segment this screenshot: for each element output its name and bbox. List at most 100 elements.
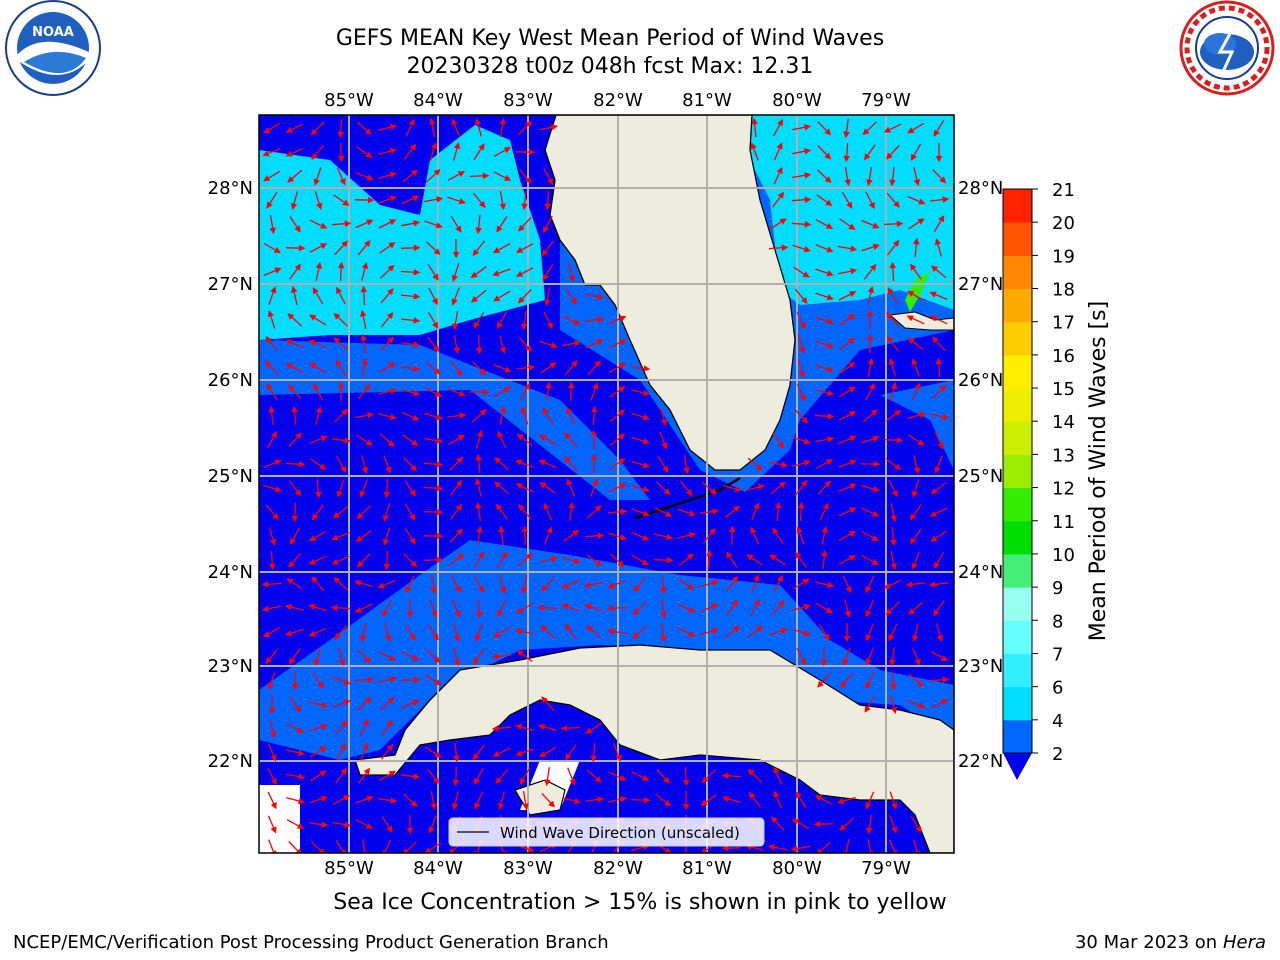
colorbar-tick-label: 20 [1052,213,1075,234]
lat-labels-left: 28°N 27°N 26°N 25°N 24°N 23°N 22°N [208,178,253,772]
wind-wave-arrow [423,437,444,444]
wind-wave-arrow [268,527,277,546]
wind-wave-arrow [290,191,298,210]
lon-label: 81°W [682,90,732,111]
noaa-logo-text: NOAA [32,25,74,40]
wind-wave-arrow [861,507,880,517]
noaa-logo-icon: NOAA [5,0,101,96]
wind-wave-arrow [607,508,628,515]
wind-wave-arrow [816,841,832,853]
wind-wave-arrow [839,386,856,398]
wind-wave-arrow [866,814,873,835]
wind-wave-arrow [839,314,856,326]
wind-wave-arrow [336,742,346,761]
wind-wave-arrow [910,143,922,161]
wind-wave-arrow [541,576,555,592]
wind-wave-arrow [311,504,324,521]
wind-wave-arrow [865,191,875,210]
wind-wave-arrow [907,337,924,351]
wind-wave-arrow [423,484,444,492]
wind-wave-arrow [334,408,349,423]
wind-wave-arrow [795,551,807,568]
lon-label: 85°W [324,858,374,879]
wind-wave-arrow [355,795,374,804]
wind-wave-arrow [932,169,947,184]
wind-wave-arrow [494,481,510,495]
wind-wave-arrow [724,505,741,519]
wind-wave-arrow [564,456,578,472]
colorbar-frame [1002,188,1033,754]
wind-wave-arrow [309,243,328,253]
wind-wave-arrow [309,723,328,732]
wind-wave-arrow [609,409,626,423]
wind-wave-arrow [930,413,950,421]
wind-wave-arrow [797,359,806,378]
wind-wave-arrow [312,672,324,689]
wind-wave-arrow [308,627,327,637]
wind-wave-arrow [792,124,812,131]
lat-label: 22°N [208,751,253,772]
colorbar-segment [1003,288,1032,323]
lon-label: 83°W [503,858,553,879]
wind-wave-arrow [844,166,851,187]
lat-label: 23°N [208,656,253,677]
wind-wave-arrow [518,336,532,352]
wind-wave-arrow [790,845,811,852]
wind-wave-arrow [354,676,375,684]
map-gridlines [259,115,954,853]
wind-wave-arrow [751,502,760,521]
wind-wave-arrow [424,674,442,686]
lon-label: 79°W [861,90,911,111]
wind-wave-arrow [336,167,346,186]
wind-wave-arrow [263,122,280,134]
wind-wave-arrow [473,767,484,785]
sea-field-cyan-west [259,125,545,340]
lon-label: 84°W [413,858,463,879]
wind-wave-arrow [286,749,305,757]
wind-wave-arrow [285,147,304,157]
wind-wave-arrow [883,123,902,133]
wind-wave-arrow [862,409,878,423]
wind-wave-arrow [313,167,322,186]
wind-wave-arrow [263,267,282,277]
wind-wave-arrow [449,456,464,471]
colorbar-tick-label: 11 [1052,512,1075,533]
wind-wave-arrow [355,819,374,829]
wind-wave-arrow [469,172,490,180]
wind-wave-arrow [861,531,880,542]
wind-wave-arrow [495,768,509,785]
wind-wave-arrow [815,268,834,277]
wind-wave-arrow [930,196,950,203]
wind-wave-arrow [935,357,942,378]
wind-wave-arrow [429,142,438,161]
wind-wave-arrow [401,195,420,205]
wind-wave-arrow [496,216,508,233]
wind-wave-arrow [632,625,648,639]
wind-wave-arrow [838,459,857,469]
wind-wave-arrow [889,382,898,401]
wind-wave-arrow [838,411,857,421]
wind-wave-arrow [861,555,880,566]
wind-wave-arrow [583,581,603,589]
wind-wave-arrow [586,505,602,519]
wind-wave-arrow [677,603,696,613]
lon-label: 80°W [772,858,822,879]
wind-wave-arrow [586,769,602,783]
wind-wave-arrow [560,724,581,732]
wind-wave-arrow [821,549,828,569]
wind-wave-arrow [930,650,948,662]
wind-wave-arrow [423,556,444,564]
wind-wave-arrow [677,508,696,517]
wind-wave-arrow [773,574,783,593]
wind-wave-arrow [815,292,834,301]
wind-wave-arrow [267,743,277,762]
wind-wave-arrow [309,314,327,326]
wind-wave-arrow [267,310,276,329]
wind-wave-arrow [772,432,784,449]
wind-wave-arrow [425,746,442,758]
wind-wave-arrow [889,791,898,810]
credit-date: 30 Mar 2023 on Hera [1075,932,1266,953]
wind-wave-arrow [773,118,784,137]
wind-wave-arrow [472,744,485,761]
wind-wave-arrow [473,311,485,329]
